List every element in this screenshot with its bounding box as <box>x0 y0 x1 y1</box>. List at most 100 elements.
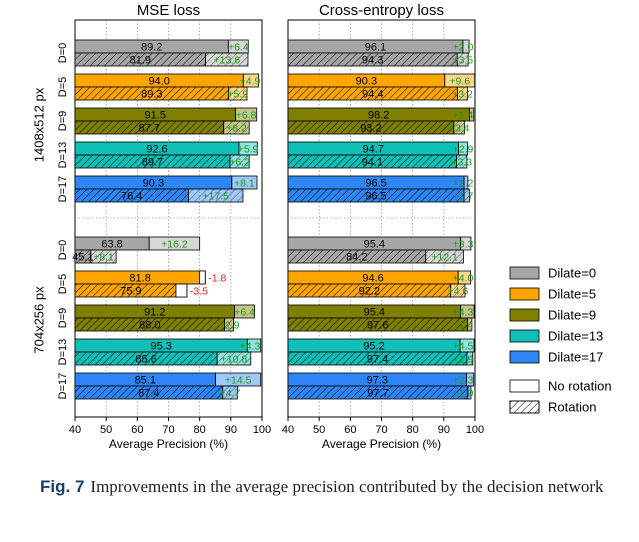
x-tick-label: 60 <box>344 424 356 436</box>
gain-value-label: +2.9 <box>453 144 474 156</box>
legend-label: Dilate=0 <box>548 266 596 281</box>
gain-value-label: +4.6 <box>447 286 468 298</box>
x-tick-label: 40 <box>282 424 294 436</box>
chart-title: MSE loss <box>137 2 200 19</box>
gain-bar-hatch <box>467 318 472 331</box>
gain-value-label: +4.3 <box>453 307 474 319</box>
gain-value-label: +8.2 <box>226 123 247 135</box>
gain-value-label: +2.9 <box>219 320 240 332</box>
bar-value-label: 95.4 <box>364 239 385 251</box>
legend-label: Dilate=5 <box>548 287 596 302</box>
x-tick-label: 50 <box>313 424 325 436</box>
gain-bar-hatch <box>464 189 470 202</box>
gain-value-label: +3.2 <box>452 89 473 101</box>
bar-value-label: 84.2 <box>346 252 367 264</box>
row-label: D=5 <box>57 274 69 295</box>
bar-value-label: 94.1 <box>362 157 383 169</box>
gain-value-label: -1.8 <box>208 273 226 285</box>
bar-hatch <box>288 386 468 399</box>
gain-value-label: +3.4 <box>449 123 470 135</box>
gain-bar-hatch <box>425 250 464 263</box>
legend-label: No rotation <box>548 379 612 394</box>
gain-bar <box>460 236 472 251</box>
bar-hatch <box>75 87 229 100</box>
gain-value-label: +5.9 <box>227 89 248 101</box>
gain-bar-hatch <box>453 121 465 134</box>
gain-value-label: -3.5 <box>190 286 208 298</box>
x-tick-label: 80 <box>407 424 419 436</box>
bar-hatch <box>288 352 467 365</box>
legend-swatch <box>509 266 540 280</box>
chart-panel-1: 40 50 60 70 80 90 100 Cross-entropy loss Average… <box>282 2 484 451</box>
gain-value-label: +4.3 <box>240 341 261 353</box>
gain-bar-hatch <box>188 189 243 202</box>
gain-bar-hatch <box>205 53 248 66</box>
bar-value-label: 88.0 <box>139 320 160 332</box>
gain-value-label: +6.2 <box>229 157 250 169</box>
gain-value-label: +5.9 <box>238 144 259 156</box>
bar-hatch <box>288 53 458 66</box>
bar-value-label: 89.2 <box>141 42 162 54</box>
gain-value-label: +1.9 <box>453 354 474 366</box>
row-label: D=13 <box>57 339 69 366</box>
bar-value-label: 94.6 <box>362 273 383 285</box>
chart-panel-0: 40 50 60 70 80 90 100 MSE loss Average Precision… <box>31 2 271 451</box>
gain-bar-hatch <box>467 386 471 399</box>
gain-bar-hatch <box>457 87 468 100</box>
row-label: D=17 <box>57 176 69 203</box>
caption-text: Improvements in the average precision co… <box>90 477 604 496</box>
gain-value-label: +6.4 <box>234 307 255 319</box>
bar-hatch <box>75 53 206 66</box>
bar-value-label: 90.3 <box>143 178 164 190</box>
bar-value-label: 92.6 <box>146 144 167 156</box>
bar-value-label: 89.3 <box>141 89 162 101</box>
bar-value-label: 96.5 <box>365 191 386 203</box>
row-label: D=0 <box>57 240 69 261</box>
gain-value-label: +6.4 <box>228 42 249 54</box>
gain-bar <box>468 107 475 122</box>
group-label: 1408x512 px <box>31 87 46 162</box>
chart-svg: 40 50 60 70 80 90 100 MSE loss Average Precision… <box>31 2 612 451</box>
bar-value-label: 94.7 <box>363 144 384 156</box>
bar-hatch <box>75 155 230 168</box>
bar-value-label: 95.4 <box>364 307 385 319</box>
gain-value-label: +6.8 <box>236 110 257 122</box>
bar-value-label: 95.2 <box>363 341 384 353</box>
gain-value-label: +8.1 <box>93 252 114 264</box>
gain-value-label: +2.0 <box>453 42 474 54</box>
bar-value-label: 85.6 <box>135 354 156 366</box>
bar-value-label: 97.6 <box>367 320 388 332</box>
gain-value-label: +3.3 <box>453 239 474 251</box>
bar-hatch <box>75 386 223 399</box>
bar-value-label: 94.0 <box>148 76 169 88</box>
x-tick-label: 80 <box>194 424 206 436</box>
bar-value-label: 96.1 <box>365 42 386 54</box>
bar-value-label: 94.3 <box>362 55 383 67</box>
row-label: D=0 <box>57 43 69 64</box>
row-label: D=13 <box>57 142 69 169</box>
bar-value-label: 87.7 <box>139 123 160 135</box>
gain-bar-hatch <box>90 250 117 263</box>
bar-hatch <box>288 155 457 168</box>
gain-value-label: +2.3 <box>453 375 474 387</box>
figure-caption: Fig. 7 Improvements in the average precis… <box>40 475 630 498</box>
group-label: 704x256 px <box>31 286 46 354</box>
gain-value-label: +1.4 <box>453 320 474 332</box>
x-axis-label: Average Precision (%) <box>109 437 228 451</box>
bar-hatch <box>75 318 225 331</box>
gain-bar-hatch <box>217 352 251 365</box>
gain-bar <box>246 338 262 353</box>
x-tick-label: 70 <box>162 424 174 436</box>
row-label: D=9 <box>57 111 69 132</box>
gain-value-label: +1.0 <box>453 388 474 400</box>
bar-value-label: 81.9 <box>130 55 151 67</box>
bar-value-label: 94.4 <box>362 89 383 101</box>
bar-value-label: 96.5 <box>365 178 386 190</box>
chart-title: Cross-entropy loss <box>319 2 444 19</box>
gain-bar <box>234 304 255 319</box>
bar-value-label: 97.3 <box>367 375 388 387</box>
legend-label: Rotation <box>548 400 596 415</box>
row-label: D=17 <box>57 373 69 400</box>
bar-value-label: 90.3 <box>356 76 377 88</box>
bar-hatch <box>288 87 458 100</box>
